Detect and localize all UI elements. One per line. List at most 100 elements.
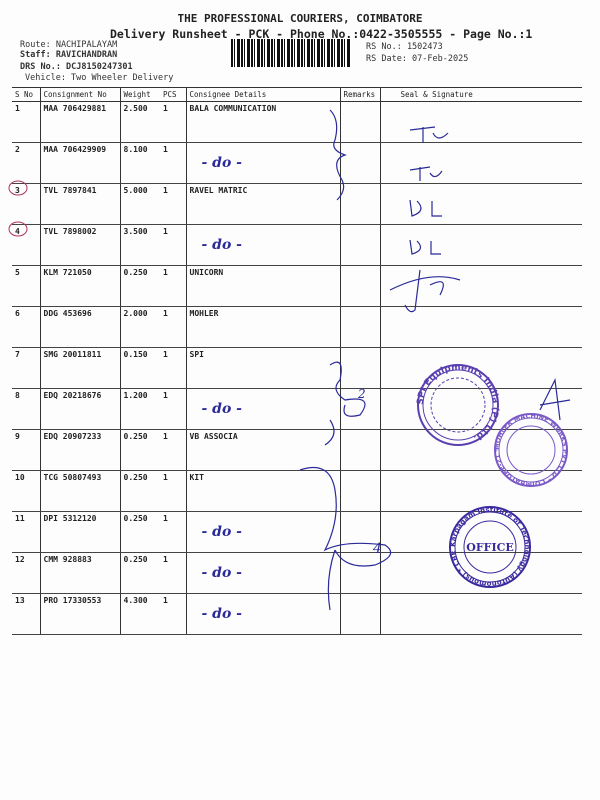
rs-date: RS Date: 07-Feb-2025 [366, 54, 469, 64]
consignment-cell: MAA 706429881 [39, 101, 120, 143]
consignment-cell: TVL 7898002 [39, 224, 120, 266]
remarks-cell [339, 183, 380, 225]
signature [539, 377, 571, 421]
ditto-mark: - do - [201, 565, 243, 581]
signature [389, 269, 461, 313]
table-row: 10 TCG 50807493 0.250 1 KIT [12, 470, 582, 512]
remarks-cell [339, 511, 380, 553]
table-row: 3 TVL 7897841 5.000 1 RAVEL MATRIC [12, 183, 582, 225]
consignee-cell: BALA COMMUNICATION [185, 101, 340, 143]
consignment-cell: DPI 5312120 [39, 511, 120, 553]
sno-cell: 7 [12, 347, 40, 389]
pcs-cell: 1 [160, 347, 186, 389]
kit-stamp: Karpagam Institute of Technology (Autono… [449, 506, 531, 588]
seal-cell [379, 142, 582, 184]
seal-cell [379, 183, 582, 225]
table-row: 11 DPI 5312120 0.250 1 - do - [12, 511, 582, 553]
weight-cell: 0.250 [119, 429, 160, 471]
remarks-cell [339, 101, 380, 143]
route: Route: NACHIPALAYAM [20, 40, 118, 50]
pcs-cell: 1 [160, 265, 186, 307]
signature [409, 166, 443, 181]
drs-number: DRS No.: DCJ8150247301 [20, 62, 133, 72]
remark-2: 2 [358, 387, 366, 401]
consignment-cell: PRO 17330553 [39, 593, 120, 635]
bracket-signature [299, 466, 392, 611]
consignee-cell: SPI [185, 347, 340, 389]
consignment-cell: TVL 7897841 [39, 183, 120, 225]
weight-cell: 3.500 [119, 224, 160, 266]
seal-cell [379, 552, 582, 594]
ditto-mark: - do - [201, 606, 243, 622]
seal-cell [379, 224, 582, 266]
consignee-cell: VB ASSOCIA [185, 429, 340, 471]
pcs-cell: 1 [160, 511, 186, 553]
sno-cell: 8 [12, 388, 40, 430]
col-sno: S No [12, 87, 40, 102]
sno-cell: 12 [12, 552, 40, 594]
col-seal: Seal & Signature [379, 87, 582, 102]
table-row: 12 CMM 928883 0.250 1 - do - [12, 552, 582, 594]
remarks-cell [339, 265, 380, 307]
consignee-cell: UNICORN [185, 265, 340, 307]
weight-cell: 2.500 [119, 101, 160, 143]
signature [409, 126, 449, 143]
consignee-cell: - do - [185, 593, 340, 635]
sno-cell: 9 [12, 429, 40, 471]
spi-stamp: SPI Equipments India (P) Ltd. [416, 363, 500, 446]
weight-cell: 0.250 [119, 470, 160, 512]
consignee-cell: - do - [185, 511, 340, 553]
consignee-cell: - do - [185, 388, 340, 430]
circle-mark [8, 180, 28, 196]
ditto-mark: - do - [201, 155, 243, 171]
pcs-cell: 1 [160, 224, 186, 266]
signature [409, 239, 441, 255]
pcs-cell: 1 [160, 306, 186, 348]
consignee-cell: - do - [185, 224, 340, 266]
ditto-mark: - do - [201, 524, 243, 540]
table-row: 9 EDQ 20907233 0.250 1 VB ASSOCIA [12, 429, 582, 471]
pcs-cell: 1 [160, 429, 186, 471]
weight-cell: 0.250 [119, 552, 160, 594]
mohler-stamp-text: MOHLER MACHINE WORKS PVT LTD * COIMBATOR… [493, 412, 569, 488]
consignment-cell: EDQ 20218676 [39, 388, 120, 430]
bracket-signature [324, 361, 366, 446]
consignment-cell: SMG 20011811 [39, 347, 120, 389]
consignment-cell: CMM 928883 [39, 552, 120, 594]
runsheet-title: Delivery Runsheet - PCK - Phone No.:0422… [110, 27, 533, 41]
table-row: 7 SMG 20011811 0.150 1 SPI [12, 347, 582, 389]
pcs-cell: 1 [160, 552, 186, 594]
table-row: 5 KLM 721050 0.250 1 UNICORN [12, 265, 582, 307]
col-pcs: PCS [160, 87, 186, 102]
remarks-cell [339, 552, 380, 594]
pcs-cell: 1 [160, 101, 186, 143]
sno-cell: 1 [12, 101, 40, 143]
circle-mark [8, 221, 28, 237]
weight-cell: 2.000 [119, 306, 160, 348]
kit-stamp-center: OFFICE [466, 541, 514, 554]
remarks-cell [339, 429, 380, 471]
weight-cell: 4.300 [119, 593, 160, 635]
seal-cell [379, 306, 582, 348]
signature [409, 199, 442, 217]
sno-cell: 6 [12, 306, 40, 348]
staff: Staff: RAVICHANDRAN [20, 50, 118, 60]
remarks-cell [339, 142, 380, 184]
col-consignee: Consignee Details [185, 87, 340, 102]
seal-cell [379, 101, 582, 143]
sno-cell: 2 [12, 142, 40, 184]
weight-cell: 1.200 [119, 388, 160, 430]
rs-number: RS No.: 1502473 [366, 42, 443, 52]
table-row: 4 TVL 7898002 3.500 1- do - [12, 224, 582, 266]
sno-cell: 13 [12, 593, 40, 635]
bracket-signature [329, 109, 347, 201]
table-row: 1 MAA 706429881 2.500 1 BALA COMMUNICATION [12, 101, 582, 143]
pcs-cell: 1 [160, 388, 186, 430]
weight-cell: 0.250 [119, 265, 160, 307]
consignee-cell: - do - [185, 142, 340, 184]
seal-cell [379, 511, 582, 553]
consignment-cell: TCG 50807493 [39, 470, 120, 512]
consignment-cell: DDG 453696 [39, 306, 120, 348]
